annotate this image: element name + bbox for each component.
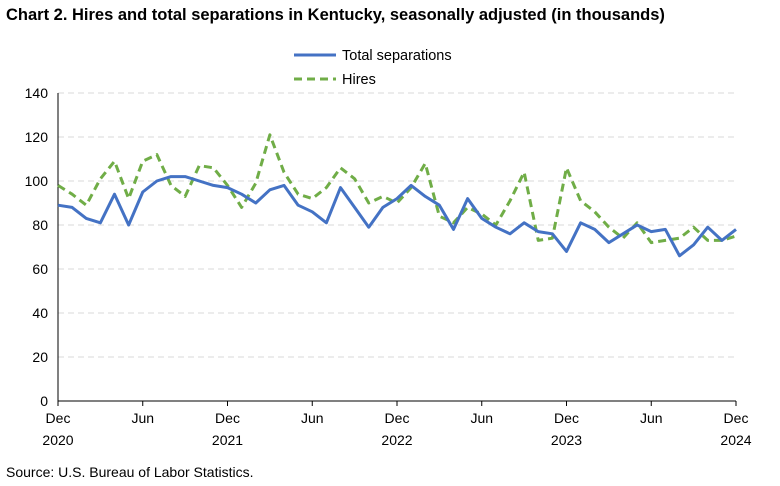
axes — [57, 93, 736, 402]
x-tick-label-month: Dec — [46, 410, 71, 426]
source-note: Source: U.S. Bureau of Labor Statistics. — [6, 464, 254, 480]
series-lines — [57, 133, 737, 258]
legend: Total separations Hires — [294, 48, 452, 88]
x-tick-label-year: 2021 — [212, 432, 243, 448]
x-tick-label-month: Dec — [215, 410, 240, 426]
chart-title: Chart 2. Hires and total separations in … — [6, 6, 665, 24]
x-tick-label-month: Dec — [385, 410, 410, 426]
x-tick-label-month: Dec — [724, 410, 749, 426]
y-tick-label: 20 — [32, 349, 48, 365]
x-tick-label-year: 2022 — [381, 432, 412, 448]
x-tick-label-month: Jun — [640, 410, 663, 426]
x-axis-ticks: Dec 2020 Jun Dec 2021 Jun Dec 2022 Jun Dec 2023 Jun… — [42, 401, 752, 448]
gridlines — [58, 92, 736, 358]
x-tick-label-month: Jun — [470, 410, 493, 426]
legend-hires-label: Hires — [342, 72, 376, 88]
y-axis-ticks: 0 20 40 60 80 100 120 140 — [25, 85, 49, 409]
x-tick-label-year: 2023 — [551, 432, 582, 448]
y-tick-label: 120 — [25, 129, 49, 145]
y-tick-label: 40 — [32, 305, 48, 321]
x-tick-label-year: 2020 — [42, 432, 73, 448]
x-tick-label-month: Dec — [554, 410, 579, 426]
legend-total-separations-label: Total separations — [342, 48, 452, 64]
y-tick-label: 80 — [32, 217, 48, 233]
y-tick-label: 60 — [32, 261, 48, 277]
x-tick-label-month: Jun — [301, 410, 324, 426]
y-tick-label: 0 — [40, 393, 48, 409]
x-tick-label-month: Jun — [131, 410, 154, 426]
x-tick-label-year: 2024 — [720, 432, 751, 448]
y-tick-label: 100 — [25, 173, 49, 189]
y-tick-label: 140 — [25, 85, 49, 101]
total-separations-line — [57, 175, 737, 258]
